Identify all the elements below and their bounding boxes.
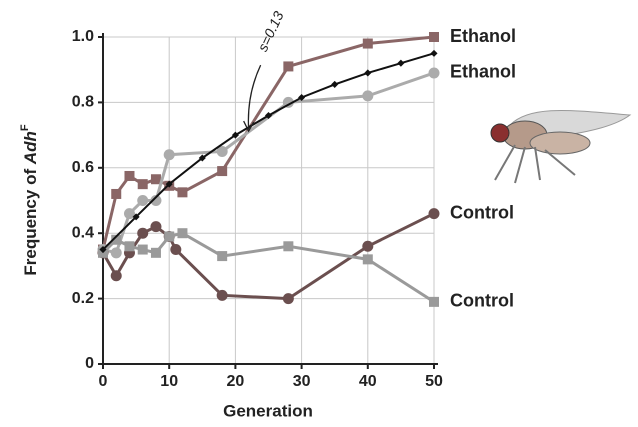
data-point [150, 221, 162, 233]
x-tick-label: 30 [293, 373, 311, 390]
data-point [164, 231, 175, 242]
data-point [137, 195, 149, 206]
fly-abdomen [529, 131, 591, 155]
y-tick-label: 0 [85, 355, 94, 372]
y-tick-label: 0.2 [72, 290, 94, 307]
data-point [177, 228, 188, 239]
data-point [216, 145, 228, 157]
model-point [298, 93, 306, 102]
model-point [231, 131, 239, 139]
annotation-arrow [247, 64, 262, 130]
data-point [163, 149, 175, 161]
data-point [111, 188, 122, 199]
model-point [165, 180, 173, 188]
model-point [132, 213, 140, 221]
data-point [217, 251, 228, 262]
series-label: Control [450, 202, 514, 222]
x-tick-label: 20 [227, 373, 245, 390]
series-line [102, 71, 435, 255]
model-point [99, 246, 107, 254]
model-point [364, 69, 372, 77]
series-label: Ethanol [450, 62, 516, 82]
data-point [429, 296, 439, 307]
x-tick-label: 40 [359, 373, 377, 390]
data-point [137, 244, 148, 255]
y-axis-label: Frequency of AdhF [19, 124, 41, 276]
annotation-arrowhead [243, 120, 255, 133]
data-point [124, 170, 135, 181]
x-tick-label: 50 [425, 373, 443, 390]
model-point [264, 111, 273, 120]
series-label: Ethanol [450, 26, 516, 46]
y-tick-label: 0.6 [72, 159, 94, 176]
data-point [283, 61, 294, 72]
fly-illustration [490, 110, 632, 184]
data-point [282, 293, 294, 305]
data-point [124, 241, 135, 252]
x-axis-label: Generation [223, 401, 313, 420]
data-point [216, 289, 228, 301]
data-point [362, 90, 374, 102]
y-tick-label: 0.4 [72, 224, 94, 241]
data-point [362, 240, 374, 252]
y-label-gene: Adh [21, 131, 40, 165]
fly-legs [494, 144, 576, 184]
model-point [430, 49, 438, 57]
series-label: Control [450, 291, 514, 311]
data-point [137, 179, 148, 190]
data-point [362, 38, 373, 49]
data-point [429, 32, 439, 42]
data-point [362, 254, 373, 265]
data-point [111, 234, 122, 245]
y-label-sup: F [19, 124, 31, 131]
data-point [110, 270, 122, 282]
data-point [283, 241, 294, 252]
y-tick-label: 1.0 [72, 28, 94, 45]
data-point [170, 244, 182, 256]
data-point [428, 208, 440, 220]
x-tick-label: 10 [160, 373, 178, 390]
data-point [177, 187, 188, 198]
model-point [397, 59, 405, 67]
model-point [331, 80, 339, 88]
data-point [137, 227, 149, 239]
data-point [123, 208, 135, 220]
data-point [217, 166, 228, 177]
model-point [198, 154, 206, 162]
y-label-text: Frequency of [21, 164, 40, 275]
data-point [110, 247, 122, 259]
data-point [150, 247, 161, 258]
y-tick-label: 0.8 [72, 94, 94, 111]
x-tick-label: 0 [99, 373, 108, 390]
fly-head [490, 123, 510, 143]
data-point [150, 174, 161, 185]
data-point [150, 195, 162, 206]
data-point [428, 67, 440, 79]
